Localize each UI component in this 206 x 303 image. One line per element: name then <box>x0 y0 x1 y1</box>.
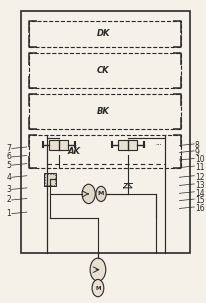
Text: 10: 10 <box>194 155 204 165</box>
Text: BK: BK <box>96 107 109 116</box>
Text: 15: 15 <box>194 196 204 205</box>
Text: 16: 16 <box>194 204 204 213</box>
Text: DK: DK <box>96 29 109 38</box>
Text: 13: 13 <box>194 181 204 190</box>
Text: ···: ··· <box>155 142 161 148</box>
Text: 2: 2 <box>7 195 11 205</box>
Bar <box>118 140 137 150</box>
Text: 7: 7 <box>6 144 11 153</box>
Text: 6: 6 <box>6 152 11 161</box>
Circle shape <box>95 186 106 201</box>
Text: 8: 8 <box>194 141 199 150</box>
Bar <box>44 173 55 186</box>
Text: CK: CK <box>96 66 109 75</box>
Text: 1: 1 <box>7 209 11 218</box>
Text: 4: 4 <box>6 173 11 182</box>
Circle shape <box>90 258 105 281</box>
Text: 14: 14 <box>194 189 204 198</box>
Text: 9: 9 <box>194 148 199 157</box>
Text: M: M <box>95 286 100 291</box>
Circle shape <box>82 184 95 204</box>
Text: M: M <box>97 191 104 196</box>
Text: 3: 3 <box>6 185 11 194</box>
Circle shape <box>92 279 103 297</box>
Text: 12: 12 <box>194 173 203 182</box>
Text: 5: 5 <box>6 161 11 170</box>
Text: AK: AK <box>67 147 80 156</box>
Bar <box>49 140 68 150</box>
Text: 11: 11 <box>194 163 203 172</box>
